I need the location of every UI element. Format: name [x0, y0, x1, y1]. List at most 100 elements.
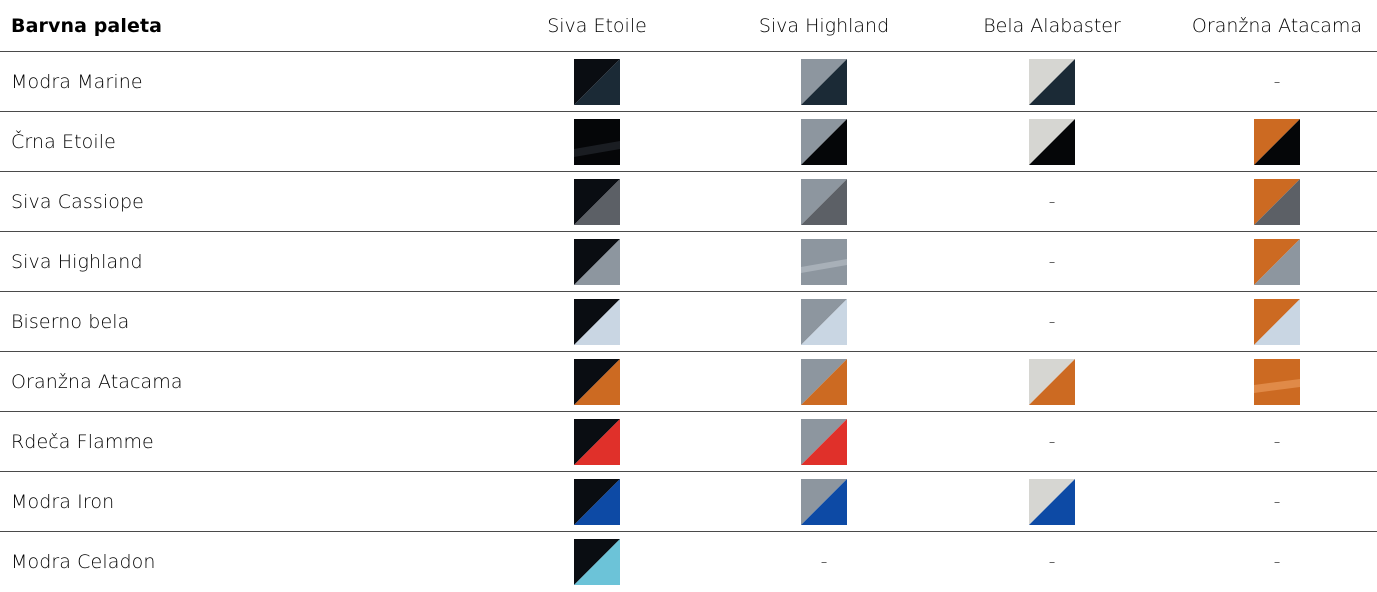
- unavailable-dash: -: [1273, 491, 1281, 513]
- unavailable-dash: -: [1273, 71, 1281, 93]
- row-label: Modra Iron: [11, 491, 115, 513]
- unavailable-dash: -: [1273, 551, 1281, 573]
- row-divider: [0, 351, 1377, 352]
- cell: [724, 172, 924, 232]
- color-swatch[interactable]: [1029, 119, 1075, 165]
- cell: [724, 472, 924, 532]
- unavailable-dash: -: [1048, 431, 1056, 453]
- cell: [497, 412, 697, 472]
- color-swatch[interactable]: [574, 119, 620, 165]
- table-row: Modra Marine -: [0, 52, 1377, 112]
- cell: [497, 112, 697, 172]
- cell: -: [1177, 472, 1377, 532]
- cell: [497, 292, 697, 352]
- cell: [1177, 112, 1377, 172]
- color-swatch[interactable]: [574, 479, 620, 525]
- table-row: Siva Highland -: [0, 232, 1377, 292]
- table-header-row: Barvna paleta Siva Etoile Siva Highland …: [0, 0, 1377, 51]
- cell: [1177, 292, 1377, 352]
- row-divider: [0, 111, 1377, 112]
- color-swatch[interactable]: [1029, 359, 1075, 405]
- table-row: Rdeča Flamme - -: [0, 412, 1377, 472]
- color-swatch[interactable]: [574, 299, 620, 345]
- table-row: Modra Celadon - - -: [0, 532, 1377, 592]
- cell: -: [724, 532, 924, 592]
- column-header-bela-alabaster: Bela Alabaster: [983, 14, 1121, 37]
- cell: -: [952, 412, 1152, 472]
- cell: [497, 232, 697, 292]
- cell: [952, 352, 1152, 412]
- color-swatch[interactable]: [1254, 239, 1300, 285]
- row-divider: [0, 291, 1377, 292]
- color-swatch[interactable]: [574, 539, 620, 585]
- color-swatch[interactable]: [574, 59, 620, 105]
- unavailable-dash: -: [1048, 311, 1056, 333]
- table-row: Siva Cassiope -: [0, 172, 1377, 232]
- column-header-siva-etoile: Siva Etoile: [547, 14, 647, 37]
- color-swatch[interactable]: [801, 59, 847, 105]
- color-swatch[interactable]: [574, 239, 620, 285]
- color-swatch[interactable]: [1029, 59, 1075, 105]
- color-swatch[interactable]: [1254, 299, 1300, 345]
- color-swatch[interactable]: [801, 179, 847, 225]
- row-label: Črna Etoile: [11, 131, 116, 153]
- row-divider: [0, 171, 1377, 172]
- row-divider: [0, 231, 1377, 232]
- color-swatch[interactable]: [801, 239, 847, 285]
- cell: [724, 352, 924, 412]
- color-swatch[interactable]: [1029, 479, 1075, 525]
- table-row: Modra Iron -: [0, 472, 1377, 532]
- cell: [724, 412, 924, 472]
- color-swatch[interactable]: [801, 419, 847, 465]
- row-label: Modra Celadon: [11, 551, 156, 573]
- table-row: Biserno bela -: [0, 292, 1377, 352]
- row-label: Rdeča Flamme: [11, 431, 154, 453]
- unavailable-dash: -: [1048, 191, 1056, 213]
- cell: [724, 112, 924, 172]
- row-label: Modra Marine: [11, 71, 143, 93]
- unavailable-dash: -: [1048, 251, 1056, 273]
- color-swatch[interactable]: [1254, 119, 1300, 165]
- color-swatch[interactable]: [801, 119, 847, 165]
- cell: -: [1177, 532, 1377, 592]
- row-label: Siva Highland: [11, 251, 143, 273]
- color-swatch[interactable]: [1254, 359, 1300, 405]
- cell: -: [1177, 412, 1377, 472]
- column-header-siva-highland: Siva Highland: [758, 14, 890, 37]
- cell: -: [952, 172, 1152, 232]
- table-title: Barvna paleta: [11, 14, 163, 37]
- row-label: Biserno bela: [11, 311, 130, 333]
- cell: -: [952, 232, 1152, 292]
- unavailable-dash: -: [1048, 551, 1056, 573]
- color-swatch[interactable]: [801, 299, 847, 345]
- cell: -: [1177, 52, 1377, 112]
- row-label: Siva Cassiope: [11, 191, 144, 213]
- color-swatch[interactable]: [1254, 179, 1300, 225]
- cell: [952, 52, 1152, 112]
- cell: -: [952, 532, 1152, 592]
- row-label: Oranžna Atacama: [11, 371, 183, 393]
- row-divider: [0, 411, 1377, 412]
- cell: [724, 292, 924, 352]
- cell: [1177, 352, 1377, 412]
- unavailable-dash: -: [820, 551, 828, 573]
- color-swatch[interactable]: [801, 359, 847, 405]
- color-swatch[interactable]: [574, 179, 620, 225]
- row-divider: [0, 471, 1377, 472]
- cell: [497, 472, 697, 532]
- header-divider: [0, 51, 1377, 52]
- cell: [952, 112, 1152, 172]
- cell: [724, 232, 924, 292]
- column-header-oranzna-atacama: Oranžna Atacama: [1191, 14, 1363, 37]
- cell: [497, 52, 697, 112]
- cell: [497, 532, 697, 592]
- color-swatch[interactable]: [801, 479, 847, 525]
- color-swatch[interactable]: [574, 359, 620, 405]
- cell: [497, 172, 697, 232]
- cell: [1177, 232, 1377, 292]
- unavailable-dash: -: [1273, 431, 1281, 453]
- cell: [952, 472, 1152, 532]
- cell: -: [952, 292, 1152, 352]
- color-swatch[interactable]: [574, 419, 620, 465]
